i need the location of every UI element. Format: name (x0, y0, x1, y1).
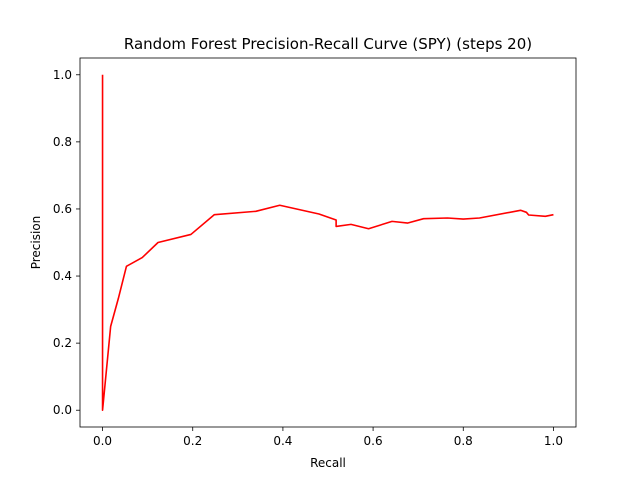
chart-title: Random Forest Precision-Recall Curve (SP… (124, 35, 532, 53)
x-tick-label: 1.0 (544, 434, 563, 448)
plot-area (80, 58, 576, 427)
y-tick-label: 0.2 (53, 336, 72, 350)
y-tick-label: 0.6 (53, 202, 72, 216)
x-tick-label: 0.8 (454, 434, 473, 448)
precision-recall-line (101, 74, 554, 412)
x-tick-label: 0.2 (183, 434, 202, 448)
y-axis-ticks: 0.0 0.2 0.4 0.6 0.8 1.0 (53, 68, 80, 417)
x-axis-ticks: 0.0 0.2 0.4 0.6 0.8 1.0 (93, 427, 563, 448)
x-tick-label: 0.6 (364, 434, 383, 448)
x-tick-label: 0.4 (273, 434, 292, 448)
plot-frame (79, 57, 577, 428)
data-layer (101, 74, 554, 412)
x-axis-label: Recall (310, 456, 346, 470)
y-tick-label: 0.0 (53, 403, 72, 417)
y-tick-label: 1.0 (53, 68, 72, 82)
y-tick-label: 0.8 (53, 135, 72, 149)
y-axis-label: Precision (29, 216, 43, 270)
y-tick-label: 0.4 (53, 269, 72, 283)
x-tick-label: 0.0 (93, 434, 112, 448)
